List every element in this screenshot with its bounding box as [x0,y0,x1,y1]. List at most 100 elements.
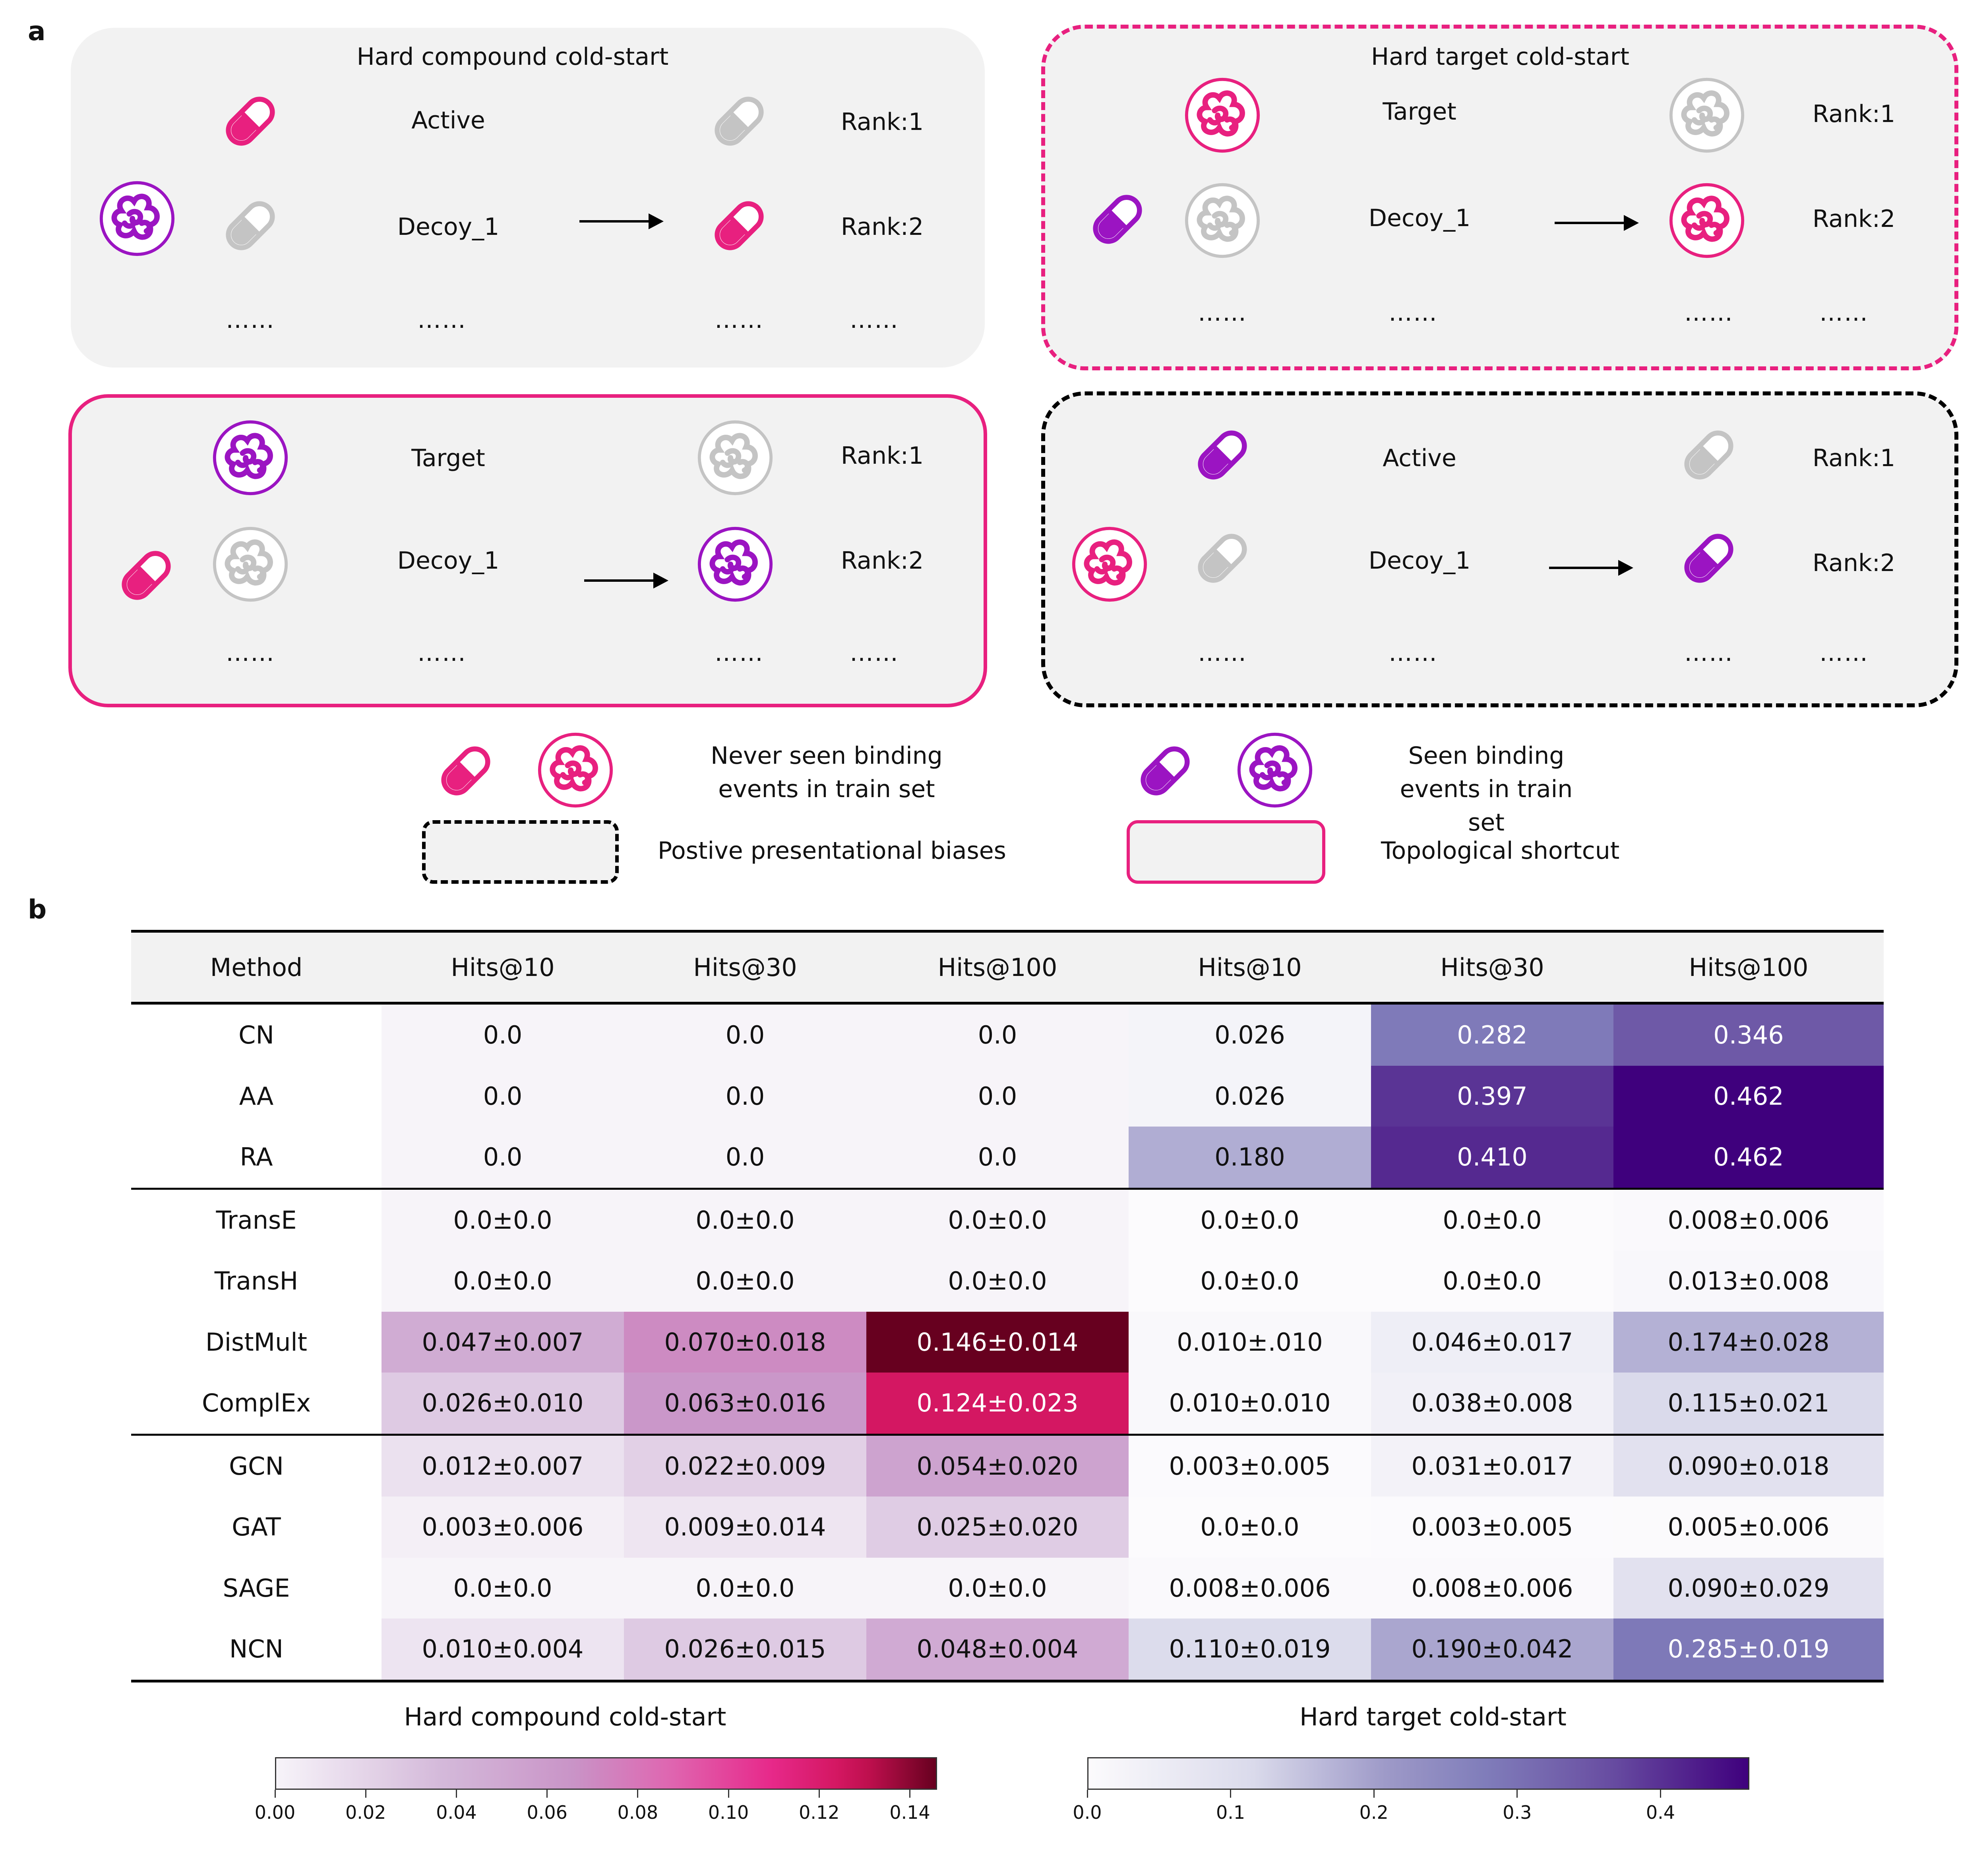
value-cell: 0.174±0.028 [1613,1311,1884,1373]
legend-dashed-box [422,820,619,884]
rank-2-label: Rank:2 [841,213,924,241]
value-cell: 0.005±0.006 [1613,1497,1884,1558]
ellipsis: …… [715,639,764,667]
rank-1-label: Rank:1 [1812,100,1896,128]
colorbar-tick-label: 0.08 [617,1802,658,1823]
value-cell: 0.063±0.016 [624,1373,866,1435]
pill-icon [1093,195,1142,244]
value-cell: 0.046±0.017 [1371,1311,1613,1373]
ellipsis: …… [1389,639,1438,667]
pill-icon [715,201,764,250]
pill-icon [1141,746,1190,796]
value-cell: 0.0 [624,1065,866,1127]
method-cell: CN [131,1003,382,1066]
legend-seen-text: Seen binding events in train set [1400,742,1573,836]
ellipsis: …… [715,306,764,334]
method-cell: SAGE [131,1557,382,1619]
colorbar-target [1087,1757,1749,1790]
table-row: CN 0.0 0.0 0.0 0.026 0.282 0.346 [131,1003,1884,1066]
results-table-wrap: Method Hits@10 Hits@30 Hits@100 Hits@10 … [131,930,1884,1682]
ellipsis: …… [226,639,275,667]
value-cell: 0.026±0.015 [624,1619,866,1682]
value-cell: 0.003±0.005 [1371,1497,1613,1558]
legend-topological-text: Topological shortcut [1381,837,1620,865]
pill-icon [226,201,275,250]
value-cell: 0.025±0.020 [866,1497,1129,1558]
colorbar-tick [728,1790,729,1798]
legend-positive-bias-text: Postive presentational biases [658,837,1006,865]
ellipsis: …… [1198,299,1247,327]
pill-icon [1684,534,1733,583]
colorbar-tick-label: 0.04 [436,1802,477,1823]
colorbar-tick [637,1790,639,1798]
colorbar-tick-label: 0.12 [799,1802,840,1823]
value-cell: 0.0 [866,1065,1129,1127]
method-cell: TransE [131,1187,382,1251]
protein-icon [697,527,773,602]
decoy-label: Decoy_1 [1368,547,1471,575]
legend-solid-box [1127,820,1325,884]
ellipsis: …… [417,306,467,334]
value-cell: 0.0±0.0 [866,1557,1129,1619]
value-cell: 0.038±0.008 [1371,1373,1613,1435]
protein-icon [697,420,773,496]
rank-2-label: Rank:2 [1812,549,1896,577]
table-row: SAGE 0.0±0.0 0.0±0.0 0.0±0.0 0.008±0.006 0.00… [131,1557,1884,1619]
protein-icon [1185,183,1260,258]
ellipsis: …… [1819,299,1869,327]
colorbar-compound-title: Hard compound cold-start [404,1702,726,1731]
colorbar-tick-label: 0.06 [527,1802,567,1823]
rank-1-label: Rank:1 [841,108,924,136]
value-cell: 0.012±0.007 [382,1433,624,1497]
value-cell: 0.0±0.0 [382,1557,624,1619]
header-target-hits30: Hits@30 [1371,930,1613,1005]
protein-icon [1185,77,1260,153]
value-cell: 0.0 [382,1127,624,1189]
value-cell: 0.047±0.007 [382,1311,624,1373]
value-cell: 0.0±0.0 [866,1187,1129,1251]
ellipsis: …… [1819,639,1869,667]
rank-2-label: Rank:2 [1812,205,1896,233]
value-cell: 0.054±0.020 [866,1433,1129,1497]
value-cell: 0.010±.010 [1129,1311,1371,1373]
value-cell: 0.462 [1613,1127,1884,1189]
pill-icon [1198,430,1247,480]
rank-1-label: Rank:1 [1812,444,1896,472]
colorbar-tick-label: 0.3 [1503,1802,1532,1823]
value-cell: 0.013±0.008 [1613,1251,1884,1312]
value-cell: 0.009±0.014 [624,1497,866,1558]
colorbar-tick-label: 0.2 [1359,1802,1389,1823]
method-cell: DistMult [131,1311,382,1373]
value-cell: 0.0±0.0 [624,1557,866,1619]
header-compound-hits10: Hits@10 [382,930,624,1005]
results-table: Method Hits@10 Hits@30 Hits@100 Hits@10 … [131,930,1884,1682]
table-row: RA 0.0 0.0 0.0 0.180 0.410 0.462 [131,1127,1884,1189]
value-cell: 0.0 [624,1127,866,1189]
method-cell: ComplEx [131,1373,382,1435]
colorbar-tick [1086,1790,1088,1798]
rank-1-label: Rank:1 [841,442,924,470]
value-cell: 0.022±0.009 [624,1433,866,1497]
value-cell: 0.048±0.004 [866,1619,1129,1682]
value-cell: 0.346 [1613,1003,1884,1066]
value-cell: 0.026±0.010 [382,1373,624,1435]
table-row: AA 0.0 0.0 0.0 0.026 0.397 0.462 [131,1065,1884,1127]
pill-icon [1684,430,1733,480]
ranking-arrow [1555,215,1639,231]
value-cell: 0.124±0.023 [866,1373,1129,1435]
pill-icon [715,97,764,146]
pill-icon [226,97,275,146]
value-cell: 0.070±0.018 [624,1311,866,1373]
header-compound-hits30: Hits@30 [624,930,866,1005]
table-row: NCN 0.010±0.004 0.026±0.015 0.048±0.004 0.11… [131,1619,1884,1682]
value-cell: 0.282 [1371,1003,1613,1066]
value-cell: 0.0±0.0 [1129,1251,1371,1312]
query-label: Active [411,106,485,134]
method-cell: RA [131,1127,382,1189]
pill-icon [122,551,171,600]
ranking-arrow [579,213,664,229]
legend-never-seen-text: Never seen binding events in train set [711,742,943,803]
ranking-arrow [584,573,668,589]
value-cell: 0.180 [1129,1127,1371,1189]
header-method: Method [131,930,382,1005]
